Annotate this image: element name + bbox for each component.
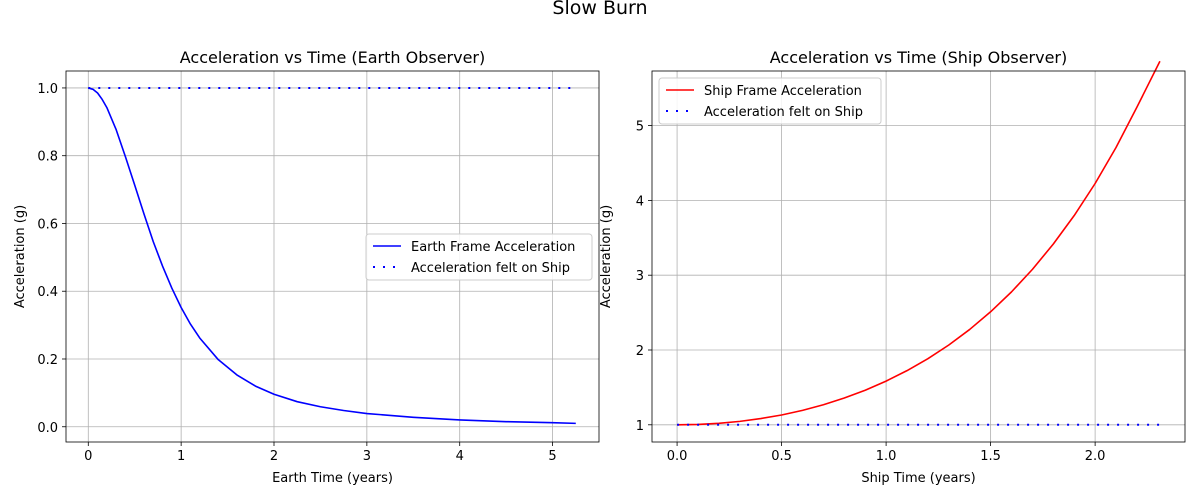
chart-title: Acceleration vs Time (Earth Observer) [180,48,486,67]
y-axis-label: Acceleration (g) [599,205,614,308]
y-tick-label: 0.6 [37,217,58,232]
y-tick-label: 0.0 [37,421,58,436]
y-tick-label: 2 [636,344,644,359]
legend-box [365,233,593,281]
figure-suptitle: Slow Burn [552,0,648,19]
plot-frame [651,70,1186,443]
x-tick-label: 2.0 [1085,449,1106,464]
y-tick-label: 5 [636,120,644,135]
x-tick-label: 0.5 [771,449,792,464]
legend-label: Earth Frame Acceleration [411,240,575,255]
chart-title: Acceleration vs Time (Ship Observer) [770,48,1068,67]
y-axis-label: Acceleration (g) [13,205,28,308]
legend-label: Ship Frame Acceleration [704,84,862,99]
x-tick-label: 0 [84,449,92,464]
chart-panel-1: 0 1 2 3 4 5 0.0 0.2 0.4 0.6 0.8 1.0 Acceleration vs … [13,48,600,486]
legend-label: Acceleration felt on Ship [704,105,863,120]
x-tick-label: 4 [456,449,464,464]
plot-frame [65,70,600,443]
x-tick-label: 1.0 [876,449,897,464]
series-line [88,87,576,425]
x-tick-label: 5 [548,449,556,464]
x-axis-label: Ship Time (years) [861,471,975,486]
y-tick-label: 0.8 [37,150,58,165]
y-tick-label: 4 [636,194,644,209]
series-line [677,60,1161,426]
y-tick-label: 3 [636,269,644,284]
legend: Earth Frame Acceleration Acceleration fel… [365,233,593,281]
y-tick-label: 1.0 [37,82,58,97]
chart-panel-2: 0.0 0.5 1.0 1.5 2.0 1 2 3 4 5 Acceleration vs Time… [599,48,1186,486]
x-axis-label: Earth Time (years) [272,471,393,486]
x-tick-label: 2 [270,449,278,464]
legend-label: Acceleration felt on Ship [411,261,570,276]
y-tick-label: 0.2 [37,353,58,368]
x-tick-label: 1.5 [980,449,1001,464]
y-tick-label: 0.4 [37,285,58,300]
x-tick-label: 1 [177,449,185,464]
legend: Ship Frame Acceleration Acceleration felt… [658,77,882,125]
legend-box [658,77,882,125]
x-tick-label: 3 [363,449,371,464]
x-tick-label: 0.0 [667,449,688,464]
y-tick-label: 1 [636,419,644,434]
